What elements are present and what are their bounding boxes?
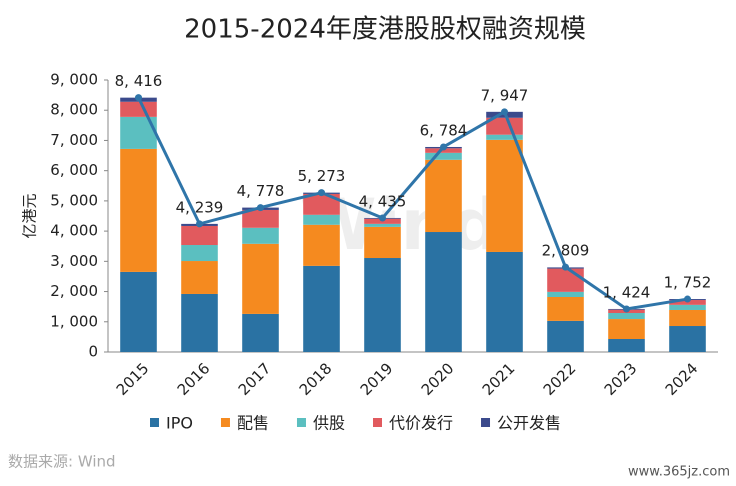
legend-swatch xyxy=(296,418,306,427)
bar-segment xyxy=(547,291,584,297)
bar-segment xyxy=(181,293,218,352)
bar-segment xyxy=(669,304,706,310)
y-tick-label: 3, 000 xyxy=(50,252,98,270)
total-label: 4, 778 xyxy=(237,182,285,200)
y-tick-label: 5, 000 xyxy=(50,191,98,209)
bar-segment xyxy=(669,309,706,327)
bar-segment xyxy=(425,148,462,153)
bar-segment xyxy=(608,339,645,352)
total-point xyxy=(501,108,508,116)
total-label: 4, 435 xyxy=(359,192,407,210)
bar-segment xyxy=(303,224,340,266)
bar-segment xyxy=(425,232,462,352)
bar-segment xyxy=(547,268,584,292)
x-tick-label: 2016 xyxy=(174,359,214,399)
site: www.365jz.com xyxy=(628,465,730,480)
total-point xyxy=(623,305,630,313)
bar-segment xyxy=(486,251,523,352)
y-axis-label: 亿港元 xyxy=(21,193,39,238)
x-tick-label: 2017 xyxy=(235,359,275,399)
bar-segment xyxy=(303,193,340,215)
bar-segment xyxy=(303,214,340,225)
bar-segment xyxy=(486,134,523,140)
bar-segment xyxy=(181,245,218,262)
bar-segment xyxy=(242,243,279,314)
x-tick-label: 2018 xyxy=(296,359,336,399)
bar-segment xyxy=(364,223,401,227)
total-point xyxy=(684,295,691,303)
bar-segment xyxy=(547,320,584,352)
total-label: 5, 273 xyxy=(298,167,346,185)
legend-label: 公开发售 xyxy=(497,414,561,433)
y-tick-label: 6, 000 xyxy=(50,161,98,179)
total-point xyxy=(318,189,325,197)
bar-segment xyxy=(425,152,462,160)
bar-segment xyxy=(242,313,279,352)
bar-segment xyxy=(242,209,279,228)
bar-segment xyxy=(120,101,157,117)
total-label: 6, 784 xyxy=(420,121,468,139)
bar-segment xyxy=(181,225,218,246)
x-tick-label: 2022 xyxy=(540,359,580,399)
legend-swatch xyxy=(150,418,159,427)
total-label: 8, 416 xyxy=(115,72,163,90)
y-tick-label: 8, 000 xyxy=(50,101,98,119)
legend-label: 配售 xyxy=(237,414,269,433)
bar-segment xyxy=(486,139,523,252)
legend-swatch xyxy=(373,418,382,427)
legend-swatch xyxy=(220,418,230,427)
legend-label: 供股 xyxy=(313,414,345,433)
bar-segment xyxy=(486,117,523,135)
legend-swatch xyxy=(481,418,491,427)
total-label: 1, 424 xyxy=(603,283,651,301)
bar-segment xyxy=(608,313,645,320)
legend-label: 代价发行 xyxy=(389,414,453,433)
chart-title: 2015-2024年度港股股权融资规模 xyxy=(184,15,586,45)
y-tick-label: 4, 000 xyxy=(50,222,98,240)
total-point xyxy=(135,94,142,102)
bar-segment xyxy=(608,319,645,340)
bar-segment xyxy=(547,296,584,321)
bar-segment xyxy=(364,226,401,259)
total-point xyxy=(379,214,386,222)
total-point xyxy=(257,204,264,212)
bar-segment xyxy=(303,265,340,352)
bar-segment xyxy=(181,261,218,294)
y-tick-label: 1, 000 xyxy=(50,312,98,330)
total-point xyxy=(196,220,203,228)
x-tick-label: 2019 xyxy=(357,359,397,399)
bar-segment xyxy=(120,148,157,272)
x-tick-label: 2020 xyxy=(418,359,458,399)
total-label: 4, 239 xyxy=(176,198,224,216)
total-label: 1, 752 xyxy=(664,274,712,292)
total-label: 7, 947 xyxy=(481,86,529,104)
y-tick-label: 7, 000 xyxy=(50,131,98,149)
total-point xyxy=(440,143,447,151)
x-tick-label: 2015 xyxy=(113,359,153,399)
legend-label: IPO xyxy=(166,414,193,433)
y-tick-label: 0 xyxy=(88,343,98,361)
bar-segment xyxy=(425,159,462,233)
bar-segment xyxy=(364,258,401,352)
source: 数据来源: Wind xyxy=(8,453,116,471)
bar-segment xyxy=(669,326,706,352)
x-tick-label: 2023 xyxy=(601,359,641,399)
bar-segment xyxy=(242,227,279,244)
total-label: 2, 809 xyxy=(542,242,590,260)
y-tick-label: 9, 000 xyxy=(50,71,98,89)
x-tick-label: 2024 xyxy=(662,359,702,399)
x-tick-label: 2021 xyxy=(479,359,519,399)
bar-segment xyxy=(120,271,157,352)
total-point xyxy=(562,263,569,271)
y-tick-label: 2, 000 xyxy=(50,282,98,300)
total-line xyxy=(137,96,688,311)
